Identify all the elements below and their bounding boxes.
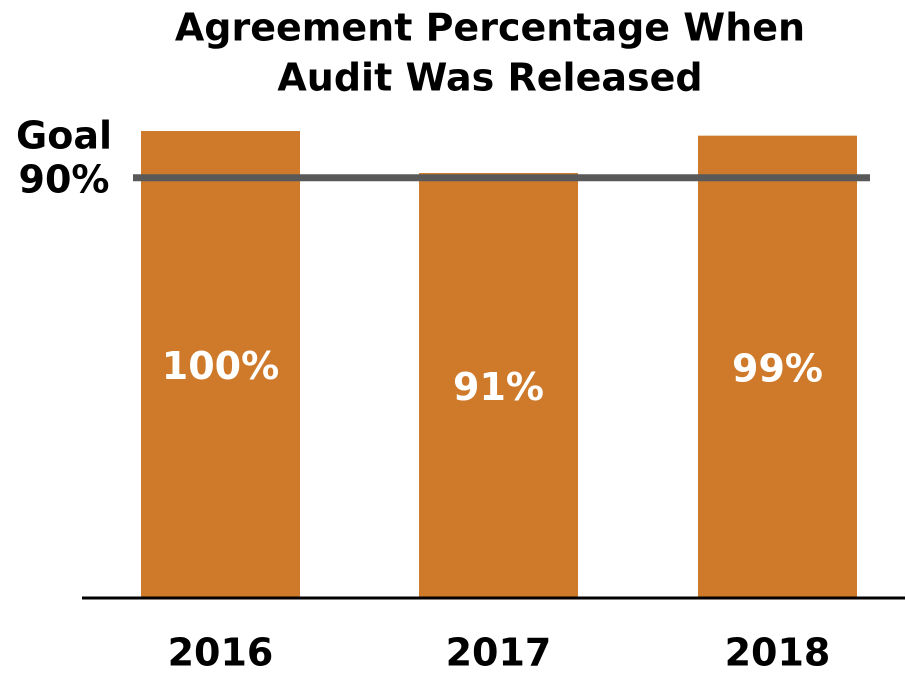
- bar: [698, 135, 857, 599]
- bar: [419, 173, 578, 598]
- goal-title: Goal: [16, 114, 112, 158]
- x-tick-label: 2018: [725, 631, 831, 674]
- x-tick-label: 2017: [446, 631, 552, 674]
- chart-title: Audit Was Released: [277, 56, 702, 100]
- data-label: 91%: [453, 365, 544, 409]
- data-label: 99%: [732, 346, 823, 390]
- x-tick-label: 2016: [168, 631, 274, 674]
- bar: [141, 131, 300, 598]
- data-label: 100%: [162, 344, 279, 388]
- chart-title: Agreement Percentage When: [175, 6, 805, 50]
- goal-label: 90%: [19, 158, 110, 202]
